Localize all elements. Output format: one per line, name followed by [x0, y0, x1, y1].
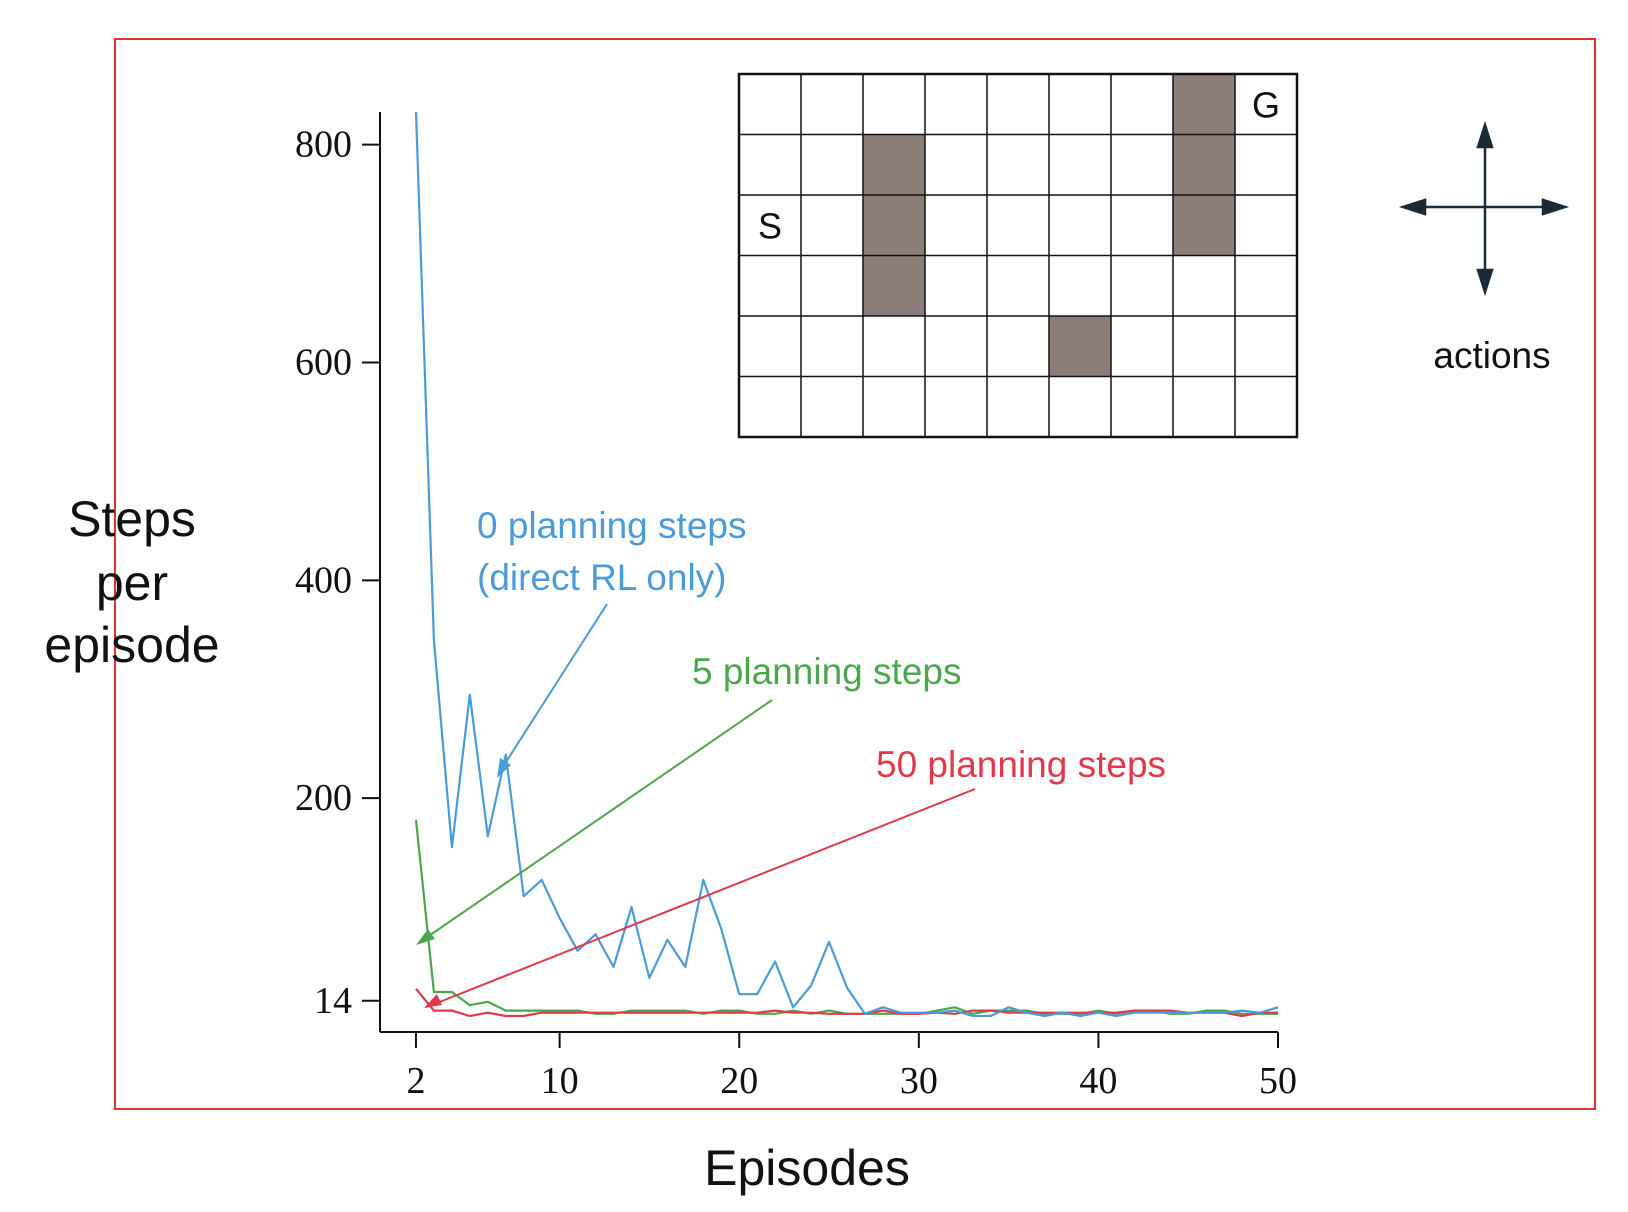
- series-layer: [414, 111, 1279, 1018]
- series-line-0: [414, 111, 1279, 1018]
- series-line-2: [415, 988, 1278, 1018]
- grid-border: [737, 72, 1299, 439]
- x-tick-label: 40: [1079, 1060, 1117, 1102]
- grid-wall-cell: [1173, 195, 1235, 256]
- x-tick-label: 2: [406, 1060, 425, 1102]
- grid-wall-cell: [1173, 134, 1235, 195]
- annotation-arrow-1: [422, 699, 773, 941]
- series-label-0-line-1: 0 planning steps: [477, 505, 746, 546]
- annotation-50-planning: 50 planning steps: [424, 744, 1166, 1008]
- x-axis-label: Episodes: [704, 1140, 910, 1196]
- y-tick-label: 800: [295, 124, 352, 166]
- series-label-0-line-2: (direct RL only): [477, 557, 726, 598]
- x-tick-label: 20: [720, 1060, 758, 1102]
- y-tick-label: 400: [295, 559, 352, 601]
- series-label-2: 50 planning steps: [876, 744, 1166, 785]
- y-tick-label: 14: [314, 980, 352, 1022]
- annotation-arrow-2: [431, 788, 976, 1006]
- grid-wall-cell: [1049, 316, 1111, 377]
- y-ticks: 14 200 400 600 800: [295, 124, 380, 1022]
- y-tick-label: 200: [295, 777, 352, 819]
- y-axis-label-line-2: per: [96, 555, 168, 611]
- x-tick-label: 10: [541, 1060, 579, 1102]
- annotation-0-planning: 0 planning steps (direct RL only): [477, 505, 746, 778]
- x-ticks: 2 10 20 30 40 50: [406, 1032, 1297, 1102]
- actions-icon: [1398, 120, 1570, 297]
- y-axis-label-line-3: episode: [44, 617, 219, 673]
- figure-frame: [114, 38, 1596, 1110]
- grid-wall-cell: [863, 255, 925, 316]
- annotation-5-planning: 5 planning steps: [416, 651, 961, 945]
- start-label: S: [758, 205, 782, 246]
- grid-wall-cell: [863, 134, 925, 195]
- grid-wall-cell: [1173, 74, 1235, 135]
- grid-wall-cell: [863, 195, 925, 256]
- annotation-arrowhead-2: [424, 994, 442, 1008]
- goal-label: G: [1252, 84, 1280, 125]
- annotation-arrowhead-1: [416, 929, 435, 945]
- annotation-arrow-0: [498, 603, 608, 774]
- x-tick-label: 50: [1259, 1060, 1297, 1102]
- y-axis-label-line-1: Steps: [68, 491, 196, 547]
- y-tick-label: 600: [295, 342, 352, 384]
- annotation-arrowhead-0: [497, 758, 511, 778]
- plot-axes: [379, 112, 1278, 1033]
- series-label-1: 5 planning steps: [692, 651, 961, 692]
- actions-label: actions: [1433, 335, 1550, 376]
- gridworld-inset: SG: [737, 72, 1299, 439]
- x-tick-label: 30: [900, 1060, 938, 1102]
